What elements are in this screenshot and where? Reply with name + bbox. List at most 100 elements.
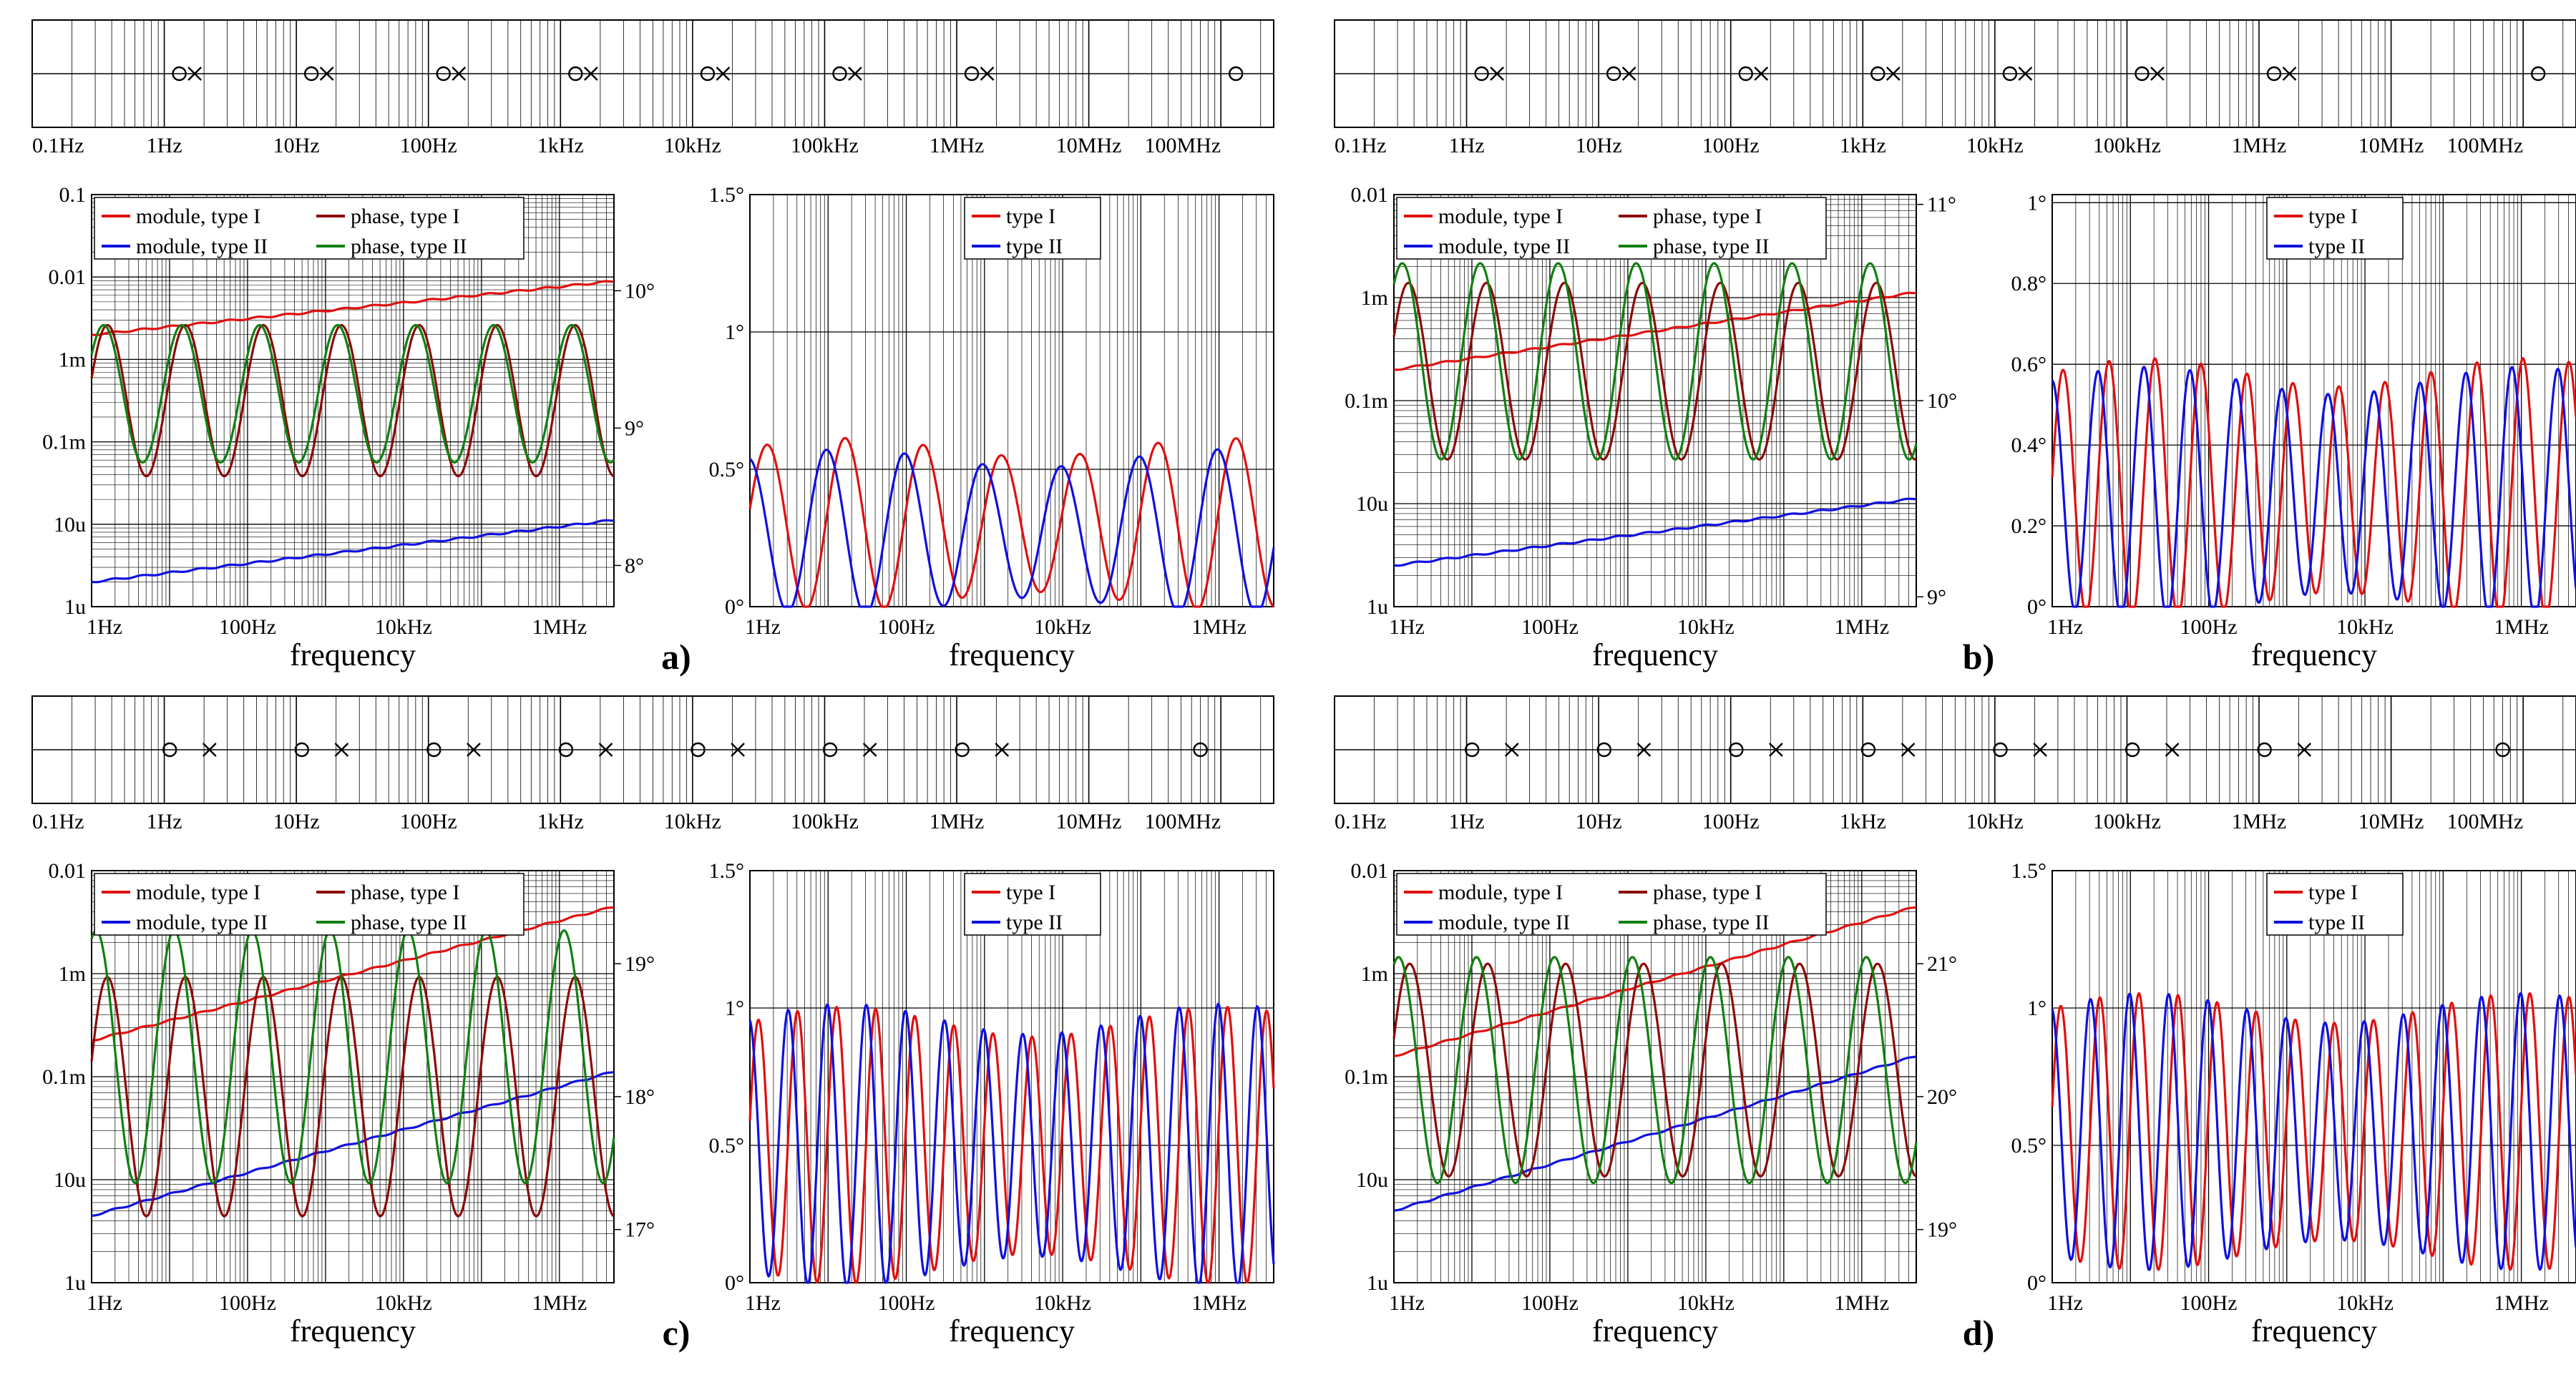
y-tick-label: 0.6°	[2011, 353, 2047, 376]
x-tick-label: 100Hz	[1521, 1291, 1579, 1315]
panel-b: 0.1Hz 1Hz 10Hz 100Hz 1kHz 10kHz 100kHz 1MHz 10MH…	[1334, 19, 2576, 677]
panel-caption: a)	[661, 637, 691, 677]
pz-tick-label: 10Hz	[273, 134, 320, 157]
pz-tick-label: 0.1Hz	[32, 134, 84, 157]
pz-tick-label: 1kHz	[537, 134, 584, 157]
y-tick-label: 1°	[2027, 997, 2046, 1020]
legend-box	[94, 197, 525, 260]
pole-marker	[334, 743, 349, 757]
legend-box	[964, 873, 1101, 936]
y-right-tick-label: 10°	[1927, 389, 1957, 413]
x-tick-label: 1MHz	[2494, 615, 2549, 639]
series-line-phase-type-i	[90, 976, 615, 1218]
pole-marker	[1885, 67, 1901, 81]
y-left-tick-label: 0.1m	[1345, 389, 1388, 413]
series-line-phase-type-ii	[90, 929, 615, 1185]
legend-entry: type II	[1006, 235, 1063, 258]
pz-tick-label: 0.1Hz	[1335, 810, 1386, 833]
y-tick-label: 0°	[2027, 595, 2046, 619]
y-left-tick-label: 10u	[1356, 492, 1388, 516]
zero-marker	[568, 66, 583, 82]
y-right-tick-label: 11°	[1927, 193, 1956, 217]
y-tick-label: 0°	[725, 595, 744, 619]
y-tick-label: 1.5°	[709, 183, 745, 207]
y-right-tick-label: 18°	[625, 1085, 655, 1109]
series-line-type-i	[748, 1006, 1275, 1284]
pz-tick-label: 100Hz	[400, 810, 457, 833]
legend-entry: phase, type II	[1653, 911, 1769, 934]
pz-tick-label: 10MHz	[2358, 134, 2424, 157]
pole-marker	[452, 67, 467, 81]
x-tick-label: 1MHz	[2494, 1291, 2549, 1315]
x-tick-label: 10kHz	[1034, 615, 1091, 639]
pz-tick-label: 100MHz	[1145, 810, 1221, 833]
series-line-module-type-ii	[91, 519, 615, 584]
legend-entry: module, type II	[1438, 235, 1570, 258]
series-line-type-ii	[749, 448, 1275, 608]
x-tick-label: 10kHz	[2336, 615, 2394, 639]
series-line-phase-type-ii	[1392, 262, 1918, 461]
x-tick-label: 1MHz	[1835, 1291, 1890, 1315]
pz-tick-label: 10Hz	[1576, 810, 1622, 833]
legend: module, type I phase, type I module, type …	[94, 197, 525, 260]
y-left-tick-label: 1m	[1361, 962, 1388, 986]
x-axis-label: frequency	[949, 1313, 1075, 1349]
y-left-tick-label: 1u	[1367, 595, 1388, 619]
legend-entry: phase, type II	[1653, 235, 1769, 258]
zero-marker	[2124, 742, 2140, 758]
legend: module, type I phase, type I module, type …	[1396, 873, 1827, 936]
x-tick-label: 1Hz	[87, 1291, 122, 1315]
pz-tick-label: 1MHz	[2232, 134, 2287, 157]
x-tick-label: 1Hz	[745, 1291, 781, 1315]
pz-tick-label: 100MHz	[1145, 134, 1221, 157]
x-tick-label: 1MHz	[1191, 615, 1246, 639]
x-tick-label: 1MHz	[532, 1291, 587, 1315]
zero-marker	[2266, 66, 2282, 82]
pole-marker	[980, 67, 995, 81]
x-tick-label: 100Hz	[878, 1291, 935, 1315]
y-tick-label: 0°	[2027, 1271, 2046, 1295]
legend-entry: module, type I	[1438, 205, 1563, 228]
series-line-phase-type-i	[1392, 281, 1917, 461]
zero-marker	[700, 66, 716, 82]
pz-tick-label: 1MHz	[930, 134, 985, 157]
pole-marker	[731, 743, 745, 757]
legend-entry: phase, type I	[1653, 881, 1762, 904]
pz-tick-label: 1kHz	[1840, 810, 1886, 833]
x-tick-label: 1Hz	[1389, 615, 1425, 639]
zero-marker	[2531, 66, 2546, 82]
pz-tick-label: 100MHz	[2447, 810, 2524, 833]
legend-entry: module, type I	[1438, 881, 1563, 904]
y-left-tick-label: 1m	[1361, 286, 1388, 310]
y-right-tick-label: 8°	[625, 554, 644, 577]
zero-marker	[691, 742, 706, 758]
zero-marker	[1596, 742, 1611, 758]
x-tick-label: 1MHz	[1835, 615, 1890, 639]
panel-caption: b)	[1963, 637, 1994, 677]
x-tick-label: 10kHz	[375, 1291, 432, 1315]
pole-marker	[2018, 67, 2033, 81]
y-left-tick-label: 10u	[54, 1168, 86, 1192]
pole-marker	[1901, 743, 1916, 757]
pz-tick-label: 10MHz	[1056, 134, 1122, 157]
x-tick-label: 10kHz	[1677, 615, 1735, 639]
legend-entry: module, type I	[136, 205, 260, 228]
series-line-type-i	[2051, 992, 2576, 1271]
y-tick-label: 1.5°	[709, 859, 745, 883]
pole-marker	[2165, 743, 2180, 757]
pole-marker	[598, 743, 613, 757]
series-line-phase-type-i	[1392, 962, 1917, 1178]
zero-marker	[822, 742, 838, 758]
y-tick-label: 1°	[725, 997, 744, 1020]
panel-caption: c)	[663, 1313, 691, 1353]
legend: module, type I phase, type I module, type …	[94, 873, 525, 936]
y-right-tick-label: 19°	[1927, 1218, 1957, 1242]
x-axis-label: frequency	[2251, 1313, 2377, 1349]
zero-marker	[1474, 66, 1489, 82]
panel-c: 0.1Hz 1Hz 10Hz 100Hz 1kHz 10kHz 100kHz 1MHz 10MH…	[31, 695, 1275, 1353]
legend: module, type I phase, type I module, type …	[1396, 197, 1827, 260]
zero-marker	[2257, 742, 2272, 758]
series-line-phase-type-ii	[1392, 956, 1918, 1185]
panel-d: 0.1Hz 1Hz 10Hz 100Hz 1kHz 10kHz 100kHz 1MHz 10MH…	[1334, 695, 2576, 1353]
pole-marker	[1621, 67, 1636, 81]
